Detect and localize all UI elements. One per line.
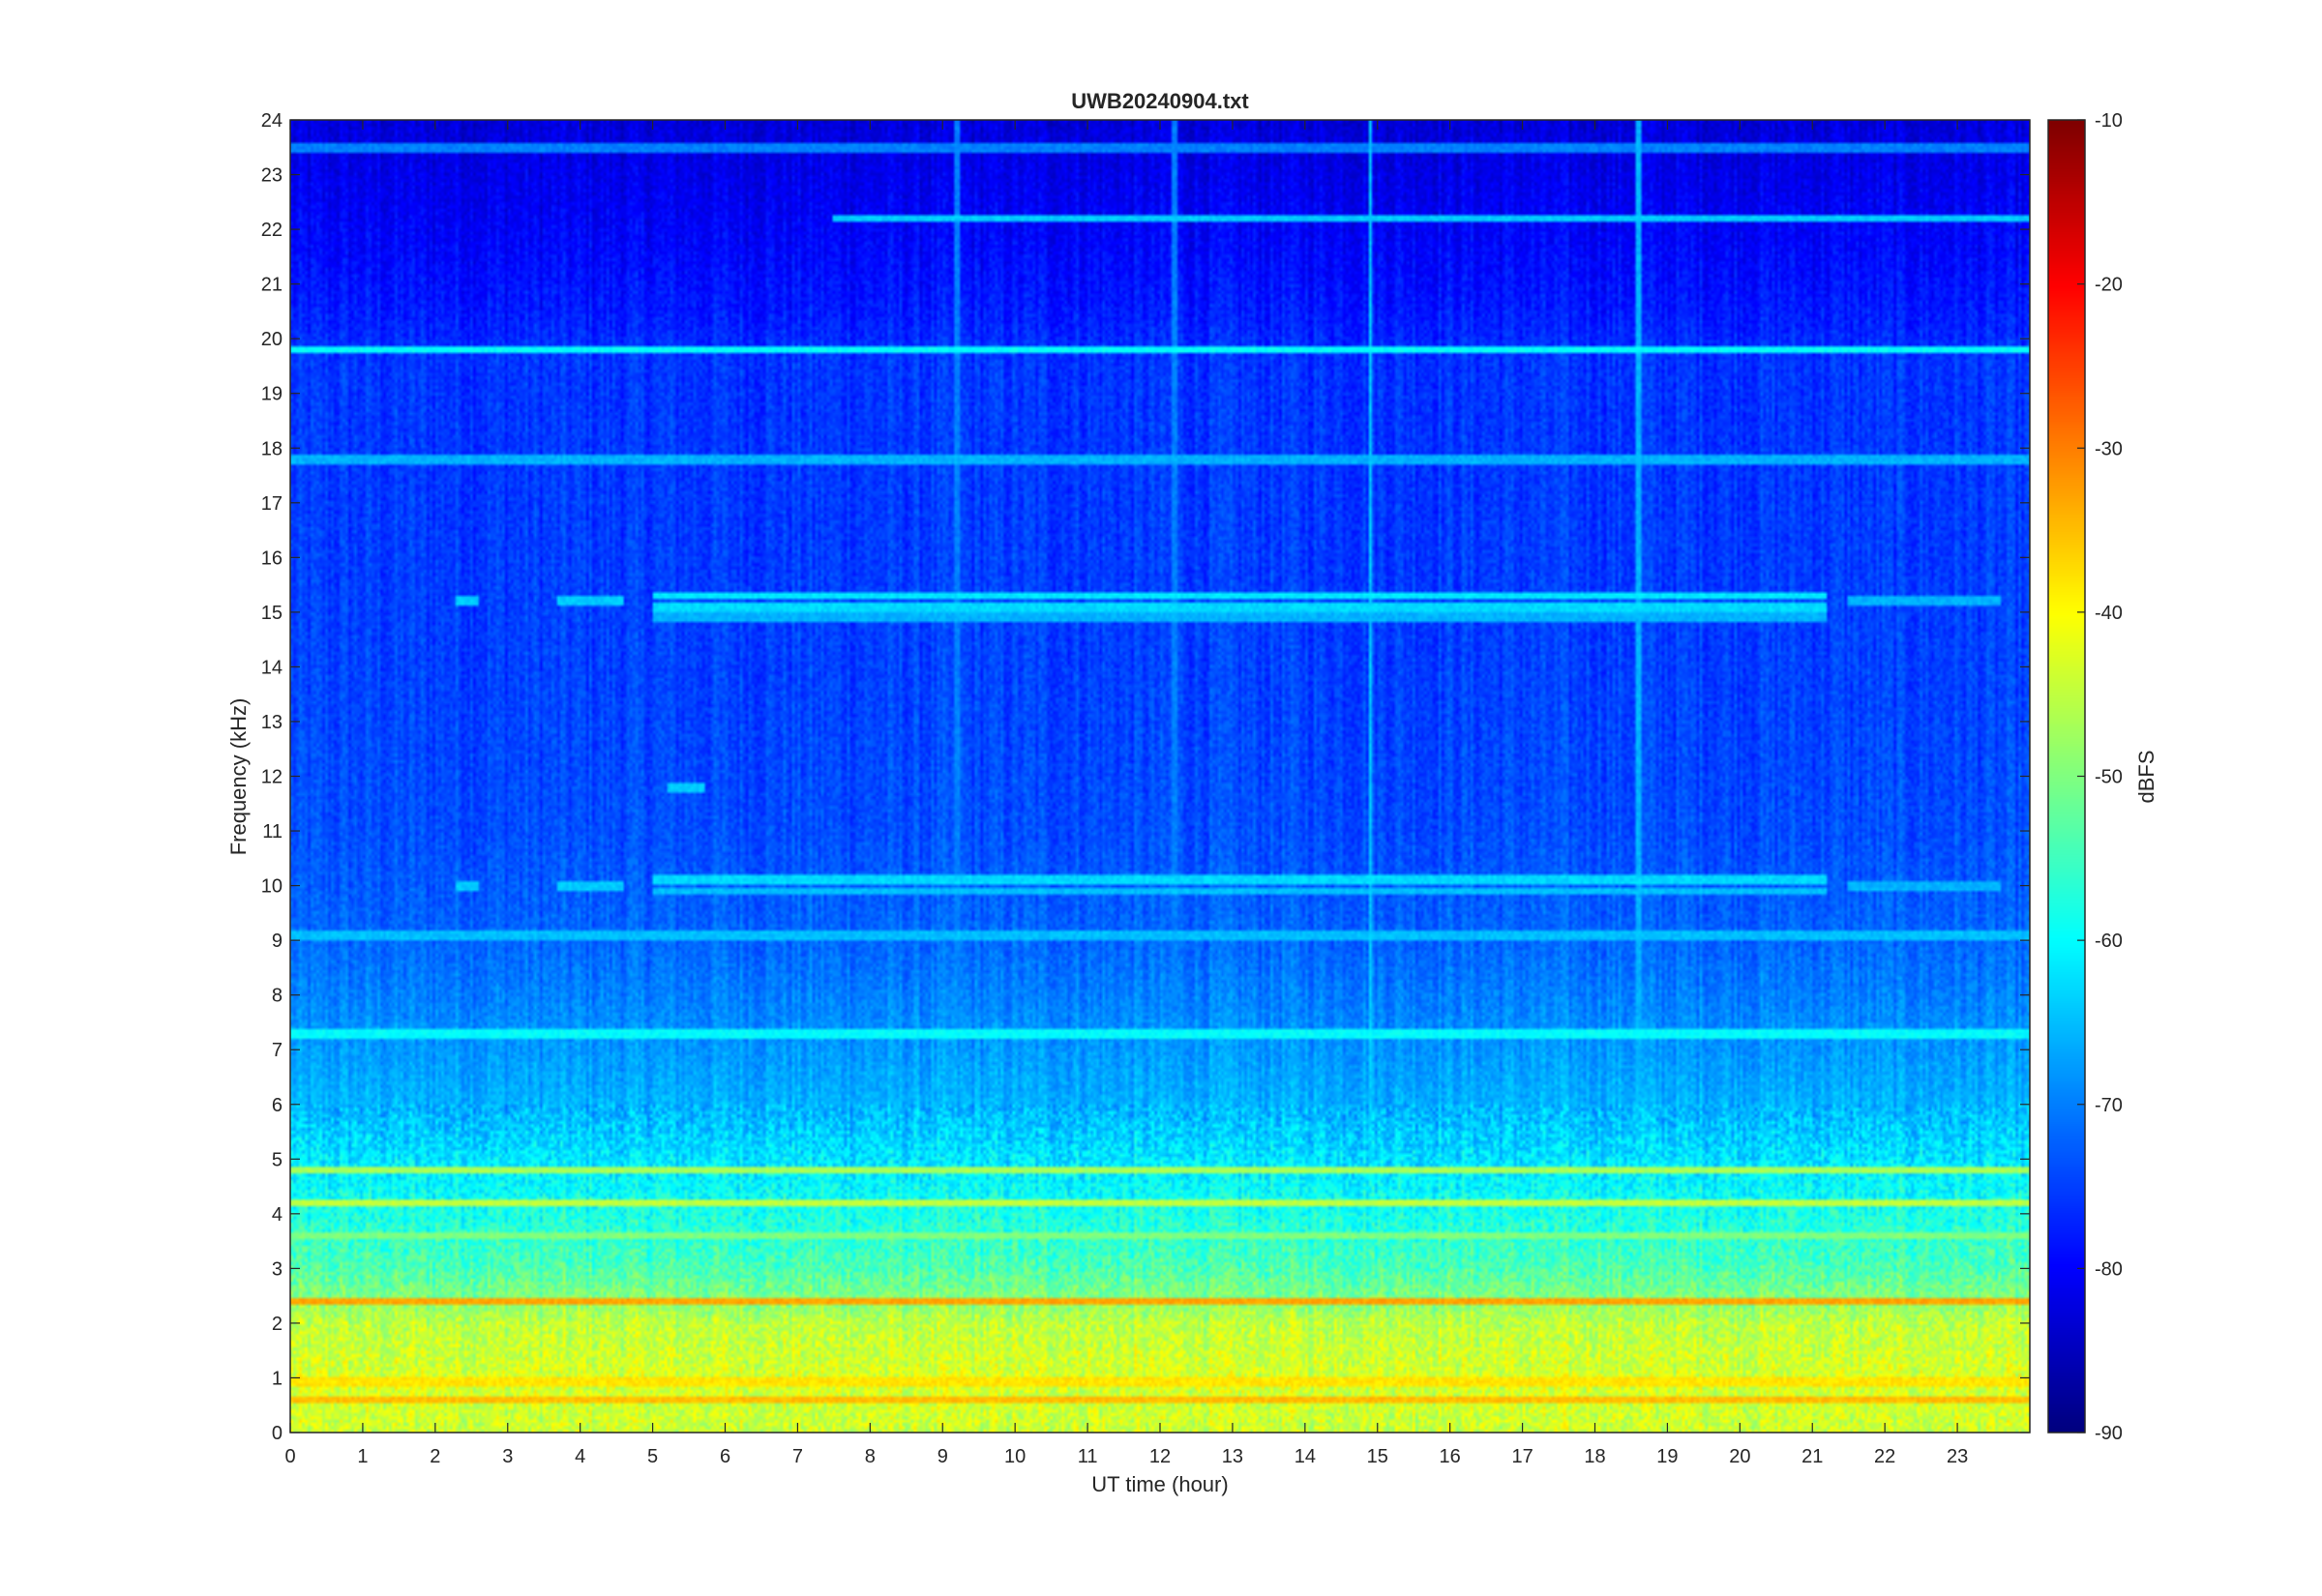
x-tick-label: 21 (1801, 1446, 1823, 1467)
colorbar-tick-label: -70 (2095, 1095, 2123, 1116)
colorbar-tick-label: -80 (2095, 1258, 2123, 1280)
colorbar-tick-label: -20 (2095, 275, 2123, 296)
colorbar-tick-label: -30 (2095, 438, 2123, 459)
chart-title: UWB20240904.txt (1071, 89, 1249, 113)
x-tick-label: 15 (1367, 1446, 1388, 1467)
x-tick-label: 13 (1222, 1446, 1243, 1467)
x-axis-label: UT time (hour) (1091, 1472, 1228, 1496)
y-tick-label: 3 (272, 1258, 283, 1280)
x-axis-ticks: 0 1 2 3 4 5 6 7 8 9 10 11 12 13 14 15 16 17 18 19 20 21 22 23 (284, 120, 1968, 1467)
y-tick-label: 0 (272, 1423, 283, 1444)
x-tick-label: 9 (938, 1446, 948, 1467)
y-tick-label: 23 (261, 165, 283, 187)
colorbar-tick-label: -60 (2095, 931, 2123, 952)
x-tick-label: 1 (357, 1446, 368, 1467)
colorbar-ticks: -90 -80 -70 -60 -50 -40 -30 -20 -10 (2077, 110, 2123, 1444)
y-tick-label: 20 (261, 329, 283, 350)
x-tick-label: 4 (575, 1446, 585, 1467)
y-tick-label: 19 (261, 384, 283, 405)
x-tick-label: 14 (1295, 1446, 1316, 1467)
x-tick-label: 8 (865, 1446, 876, 1467)
y-tick-label: 21 (261, 275, 283, 296)
colorbar-tick-label: -50 (2095, 767, 2123, 788)
y-axis-label: Frequency (kHz) (226, 698, 251, 856)
colorbar-tick-label: -10 (2095, 110, 2123, 132)
x-tick-label: 11 (1078, 1446, 1098, 1467)
x-tick-label: 12 (1149, 1446, 1171, 1467)
colorbar-tick-label: -90 (2095, 1423, 2123, 1444)
y-tick-label: 12 (261, 767, 283, 788)
x-tick-label: 19 (1656, 1446, 1678, 1467)
y-tick-label: 17 (261, 493, 283, 515)
x-tick-label: 10 (1004, 1446, 1026, 1467)
y-tick-label: 11 (262, 821, 283, 842)
y-tick-label: 5 (272, 1149, 283, 1170)
x-tick-label: 6 (720, 1446, 730, 1467)
colorbar-label: dBFS (2134, 750, 2158, 803)
spectrogram-heatmap (290, 120, 2030, 1433)
y-tick-label: 14 (261, 657, 283, 678)
x-tick-label: 20 (1729, 1446, 1750, 1467)
y-tick-label: 24 (261, 110, 283, 132)
x-tick-label: 18 (1584, 1446, 1605, 1467)
y-tick-label: 7 (272, 1040, 283, 1061)
x-tick-label: 7 (792, 1446, 803, 1467)
x-tick-label: 0 (284, 1446, 295, 1467)
y-tick-label: 18 (261, 438, 283, 459)
y-tick-label: 22 (261, 220, 283, 241)
y-tick-label: 10 (261, 876, 283, 898)
spectrogram-plot-area (289, 119, 2031, 1433)
x-tick-label: 17 (1511, 1446, 1533, 1467)
y-tick-label: 9 (272, 931, 283, 952)
y-tick-label: 8 (272, 986, 283, 1007)
y-tick-label: 4 (272, 1204, 283, 1226)
x-tick-label: 22 (1874, 1446, 1895, 1467)
x-tick-label: 5 (647, 1446, 658, 1467)
y-tick-label: 16 (261, 547, 283, 569)
colorbar: -90 -80 -70 -60 -50 -40 -30 -20 -10 dBFS (2047, 110, 2158, 1444)
y-tick-label: 1 (272, 1368, 283, 1389)
x-tick-label: 23 (1947, 1446, 1968, 1467)
x-tick-label: 3 (502, 1446, 513, 1467)
colorbar-tick-label: -40 (2095, 603, 2123, 624)
x-tick-label: 2 (430, 1446, 440, 1467)
y-tick-label: 15 (261, 603, 283, 624)
y-tick-label: 6 (272, 1095, 283, 1116)
y-tick-label: 13 (261, 712, 283, 733)
y-tick-label: 2 (272, 1314, 283, 1335)
x-tick-label: 16 (1440, 1446, 1461, 1467)
